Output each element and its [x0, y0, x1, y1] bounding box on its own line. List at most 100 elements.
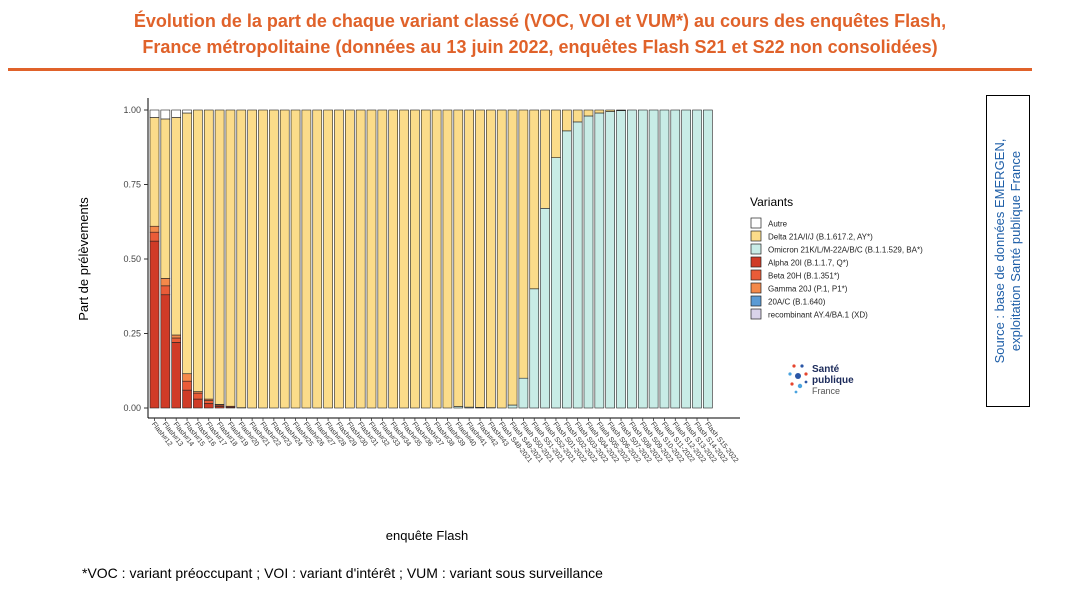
legend-swatch-gamma — [750, 282, 762, 294]
bar-segment-delta — [182, 112, 192, 375]
bar-segment-autre — [182, 109, 192, 114]
bar-segment-omicron — [703, 109, 713, 409]
bar-segment-omicron — [648, 109, 659, 409]
bar-segment-omicron — [594, 112, 605, 409]
bar-segment-autre — [171, 109, 181, 118]
bar-segment-beta — [160, 285, 171, 296]
bar-segment-delta — [529, 109, 540, 290]
y-tick-label: 0.50 — [123, 254, 141, 264]
bar-segment-delta — [214, 109, 225, 405]
bar-segment-delta — [475, 109, 485, 408]
bar-segment-alpha — [149, 240, 160, 409]
footnote: *VOC : variant préoccupant ; VOI : varia… — [82, 565, 603, 581]
bar-segment-omicron — [627, 109, 637, 409]
legend-title: Variants — [750, 195, 793, 209]
bar-segment-delta — [236, 109, 247, 409]
bar-segment-omicron — [605, 111, 616, 409]
legend-label-20ac: 20A/C (B.1.640) — [768, 298, 826, 307]
bar-segment-delta — [323, 109, 333, 409]
bar-segment-delta — [312, 109, 323, 409]
bar-segment-delta — [507, 109, 518, 406]
bar-segment-delta — [247, 109, 257, 409]
legend-label-omicron: Omicron 21K/L/M-22A/B/C (B.1.1.529, BA*) — [768, 246, 923, 255]
legend-swatch-recombinant — [750, 308, 762, 320]
y-tick-label: 0.75 — [123, 180, 141, 190]
bar-segment-delta — [344, 109, 355, 409]
bar-segment-delta — [540, 109, 550, 209]
chart-title-line1: Évolution de la part de chaque variant c… — [133, 11, 947, 31]
y-tick-label: 0.25 — [123, 329, 141, 339]
bar-segment-omicron — [572, 121, 583, 409]
bar-segment-delta — [388, 109, 399, 409]
bar-segment-delta — [149, 117, 160, 227]
bar-segment-delta — [431, 109, 442, 409]
bar-segment-beta — [193, 392, 203, 400]
bar-segment-delta — [486, 109, 496, 409]
source-line1: Source : base de données EMERGEN, — [992, 138, 1007, 364]
bar-segment-delta — [496, 109, 507, 409]
bar-segment-alpha — [193, 398, 203, 409]
bar-segment-omicron — [518, 377, 529, 409]
logo-line2: publique — [812, 375, 854, 386]
bar-segment-beta — [203, 400, 214, 404]
bar-segment-delta — [464, 109, 474, 408]
bar-segment-omicron — [540, 208, 550, 409]
bar-segment-delta — [269, 109, 279, 409]
bar-segment-delta — [377, 109, 388, 409]
bar-segment-delta — [258, 109, 268, 409]
legend-label-alpha: Alpha 20I (B.1.1.7, Q*) — [768, 259, 849, 268]
legend-swatch-delta — [750, 230, 762, 242]
bar-segment-delta — [301, 109, 312, 409]
bar-segment-delta — [616, 109, 626, 111]
bar-segment-alpha — [203, 403, 214, 409]
bar-segment-omicron — [670, 109, 681, 409]
legend-swatch-alpha — [750, 256, 762, 268]
chart-title-line2: France métropolitaine (données au 13 jui… — [142, 37, 938, 57]
bar-segment-delta — [355, 109, 366, 409]
bar-segment-beta — [149, 231, 160, 242]
bar-segment-delta — [410, 109, 420, 409]
legend-label-delta: Delta 21A/I/J (B.1.617.2, AY*) — [768, 233, 873, 242]
source-box: Source : base de données EMERGEN, exploi… — [986, 95, 1030, 407]
legend-label-gamma: Gamma 20J (P.1, P1*) — [768, 285, 848, 294]
bar-segment-autre — [160, 109, 171, 120]
bar-segment-omicron — [583, 115, 594, 409]
title-divider — [8, 68, 1032, 71]
bar-segment-omicron — [659, 109, 670, 409]
bar-segment-alpha — [171, 342, 181, 409]
bar-segment-delta — [453, 109, 464, 407]
bar-segment-omicron — [616, 110, 626, 409]
source-text: Source : base de données EMERGEN, exploi… — [992, 101, 1024, 401]
y-tick-label: 0.00 — [123, 403, 141, 413]
bar-segment-delta — [366, 109, 377, 409]
bar-segment-delta — [290, 109, 301, 409]
logo-dots-icon — [788, 364, 808, 394]
logo-text: Santé publique France — [812, 364, 854, 397]
stacked-bar-chart: 0.00 0.25 0.50 0.75 1.00 Part de prélèvements… — [76, 98, 923, 543]
bar-segment-delta — [399, 109, 409, 409]
bar-segment-autre — [149, 109, 160, 118]
bar-segment-gamma — [182, 373, 192, 382]
x-axis-title: enquête Flash — [386, 528, 468, 543]
bar-segment-delta — [551, 109, 561, 158]
chart-title: Évolution de la part de chaque variant c… — [0, 8, 1080, 60]
bar-segment-delta — [605, 109, 616, 112]
bar-segment-omicron — [692, 109, 702, 409]
bar-segment-delta — [225, 109, 236, 407]
bar-segment-delta — [594, 109, 605, 114]
bar-segment-gamma — [171, 334, 181, 339]
bar-segment-omicron — [529, 288, 540, 409]
bar-segment-omicron — [681, 109, 691, 409]
legend-label-recombinant: recombinant AY.4/BA.1 (XD) — [768, 311, 868, 320]
bar-segment-gamma — [149, 225, 160, 233]
bar-segment-delta — [279, 109, 290, 409]
y-tick-label: 1.00 — [123, 105, 141, 115]
legend-swatch-omicron — [750, 243, 762, 255]
bar-segment-delta — [203, 109, 214, 400]
legend-swatch-beta — [750, 269, 762, 281]
legend-label-autre: Autre — [768, 220, 788, 229]
bar-segment-delta — [193, 109, 203, 392]
y-axis-title: Part de prélèvements — [76, 197, 91, 321]
legend-swatch-autre — [750, 217, 762, 229]
bar-segment-omicron — [551, 157, 561, 409]
